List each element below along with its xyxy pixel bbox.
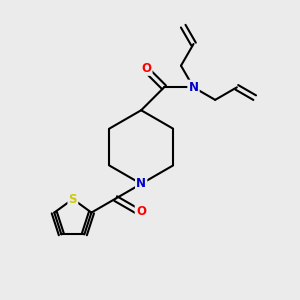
- Text: O: O: [136, 205, 146, 218]
- Text: S: S: [69, 193, 77, 206]
- Text: N: N: [136, 177, 146, 190]
- Text: O: O: [141, 62, 152, 75]
- Text: N: N: [188, 81, 199, 94]
